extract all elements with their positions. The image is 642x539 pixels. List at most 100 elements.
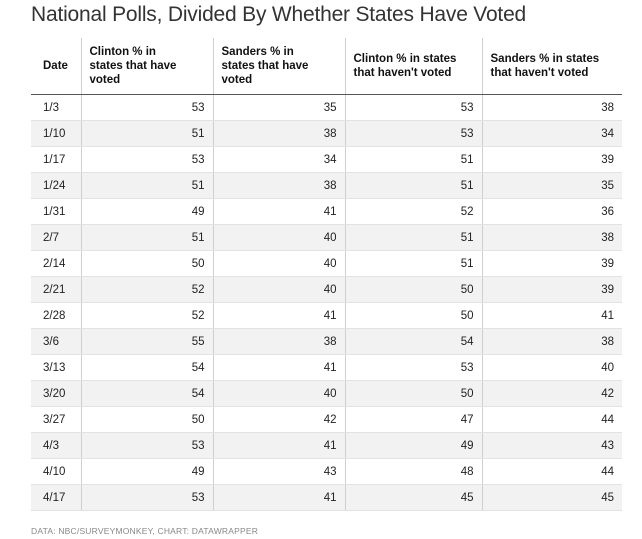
poll-table: Date Clinton % in states that have voted… (31, 38, 622, 511)
sanders-voted-cell: 43 (212, 458, 345, 485)
table-row: 2/7 51 40 51 38 (31, 224, 622, 251)
clinton-voted-cell: 55 (80, 328, 213, 355)
table-row: 1/31 49 41 52 36 (31, 198, 622, 225)
clinton-voted-cell: 51 (80, 120, 213, 147)
column-header-date: Date (31, 38, 81, 95)
table-row: 1/3 53 35 53 38 (31, 94, 622, 121)
sanders-not-voted-cell: 39 (481, 250, 622, 277)
column-header-clinton-voted-text: Clinton % in states that have voted (89, 46, 177, 86)
date-cell: 2/7 (31, 224, 81, 251)
clinton-voted-cell: 53 (80, 146, 213, 173)
table-row: 3/20 54 40 50 42 (31, 380, 622, 407)
date-cell: 4/3 (31, 432, 81, 459)
table-row: 3/6 55 38 54 38 (31, 328, 622, 355)
sanders-voted-cell: 41 (212, 354, 345, 381)
clinton-not-voted-cell: 52 (344, 198, 482, 225)
sanders-voted-cell: 40 (212, 276, 345, 303)
sanders-voted-cell: 41 (212, 198, 345, 225)
sanders-not-voted-cell: 35 (481, 172, 622, 199)
clinton-voted-cell: 54 (80, 354, 213, 381)
sanders-voted-cell: 38 (212, 120, 345, 147)
clinton-not-voted-cell: 51 (344, 250, 482, 277)
clinton-not-voted-cell: 53 (344, 94, 482, 121)
date-cell: 4/10 (31, 458, 81, 485)
table-row: 1/24 51 38 51 35 (31, 172, 622, 199)
sanders-not-voted-cell: 39 (481, 146, 622, 173)
date-cell: 3/20 (31, 380, 81, 407)
sanders-not-voted-cell: 38 (481, 94, 622, 121)
table-body: 1/3 53 35 53 38 1/10 51 38 53 34 1/17 53 34 51 39 1/24 5… (31, 94, 622, 511)
clinton-voted-cell: 52 (80, 276, 213, 303)
column-header-sanders-not-voted-text: Sanders % in states that haven't voted (490, 53, 600, 79)
date-cell: 1/10 (31, 120, 81, 147)
table-row: 3/13 54 41 53 40 (31, 354, 622, 381)
table-row: 2/21 52 40 50 39 (31, 276, 622, 303)
sanders-voted-cell: 35 (212, 94, 345, 121)
clinton-not-voted-cell: 50 (344, 380, 482, 407)
clinton-voted-cell: 53 (80, 94, 213, 121)
sanders-voted-cell: 41 (212, 484, 345, 511)
clinton-not-voted-cell: 47 (344, 406, 482, 433)
sanders-voted-cell: 40 (212, 380, 345, 407)
sanders-not-voted-cell: 34 (481, 120, 622, 147)
clinton-not-voted-cell: 48 (344, 458, 482, 485)
clinton-voted-cell: 53 (80, 484, 213, 511)
clinton-not-voted-cell: 49 (344, 432, 482, 459)
date-cell: 2/28 (31, 302, 81, 329)
sanders-voted-cell: 40 (212, 250, 345, 277)
table-row: 1/17 53 34 51 39 (31, 146, 622, 173)
sanders-voted-cell: 38 (212, 172, 345, 199)
date-cell: 3/6 (31, 328, 81, 355)
clinton-voted-cell: 49 (80, 198, 213, 225)
sanders-voted-cell: 42 (212, 406, 345, 433)
sanders-not-voted-cell: 40 (481, 354, 622, 381)
clinton-voted-cell: 51 (80, 224, 213, 251)
sanders-not-voted-cell: 43 (481, 432, 622, 459)
clinton-not-voted-cell: 53 (344, 354, 482, 381)
clinton-not-voted-cell: 45 (344, 484, 482, 511)
table-row: 4/10 49 43 48 44 (31, 458, 622, 485)
date-cell: 1/3 (31, 94, 81, 121)
column-header-clinton-voted: Clinton % in states that have voted (80, 38, 213, 95)
table-row: 1/10 51 38 53 34 (31, 120, 622, 147)
clinton-not-voted-cell: 51 (344, 146, 482, 173)
clinton-voted-cell: 50 (80, 406, 213, 433)
clinton-not-voted-cell: 50 (344, 276, 482, 303)
clinton-voted-cell: 50 (80, 250, 213, 277)
sanders-not-voted-cell: 44 (481, 406, 622, 433)
date-cell: 2/14 (31, 250, 81, 277)
sanders-voted-cell: 40 (212, 224, 345, 251)
clinton-voted-cell: 49 (80, 458, 213, 485)
sanders-not-voted-cell: 38 (481, 224, 622, 251)
clinton-voted-cell: 51 (80, 172, 213, 199)
table-row: 4/17 53 41 45 45 (31, 484, 622, 511)
source-note: DATA: NBC/SURVEYMONKEY, CHART: DATAWRAPP… (31, 526, 259, 536)
clinton-not-voted-cell: 53 (344, 120, 482, 147)
column-header-sanders-voted: Sanders % in states that have voted (212, 38, 345, 95)
clinton-not-voted-cell: 51 (344, 172, 482, 199)
clinton-voted-cell: 52 (80, 302, 213, 329)
column-header-sanders-not-voted: Sanders % in states that haven't voted (481, 38, 622, 95)
table-row: 3/27 50 42 47 44 (31, 406, 622, 433)
sanders-voted-cell: 41 (212, 432, 345, 459)
column-header-clinton-not-voted: Clinton % in states that haven't voted (344, 38, 482, 95)
sanders-not-voted-cell: 38 (481, 328, 622, 355)
table-header-row: Date Clinton % in states that have voted… (31, 38, 622, 95)
table-row: 2/28 52 41 50 41 (31, 302, 622, 329)
date-cell: 3/27 (31, 406, 81, 433)
sanders-voted-cell: 34 (212, 146, 345, 173)
chart-title: National Polls, Divided By Whether State… (31, 3, 527, 26)
date-cell: 1/31 (31, 198, 81, 225)
date-cell: 4/17 (31, 484, 81, 511)
sanders-not-voted-cell: 41 (481, 302, 622, 329)
clinton-not-voted-cell: 54 (344, 328, 482, 355)
date-cell: 1/24 (31, 172, 81, 199)
column-header-sanders-voted-text: Sanders % in states that have voted (221, 46, 309, 86)
table-row: 2/14 50 40 51 39 (31, 250, 622, 277)
sanders-not-voted-cell: 39 (481, 276, 622, 303)
sanders-not-voted-cell: 36 (481, 198, 622, 225)
sanders-voted-cell: 38 (212, 328, 345, 355)
sanders-voted-cell: 41 (212, 302, 345, 329)
date-cell: 1/17 (31, 146, 81, 173)
clinton-voted-cell: 54 (80, 380, 213, 407)
